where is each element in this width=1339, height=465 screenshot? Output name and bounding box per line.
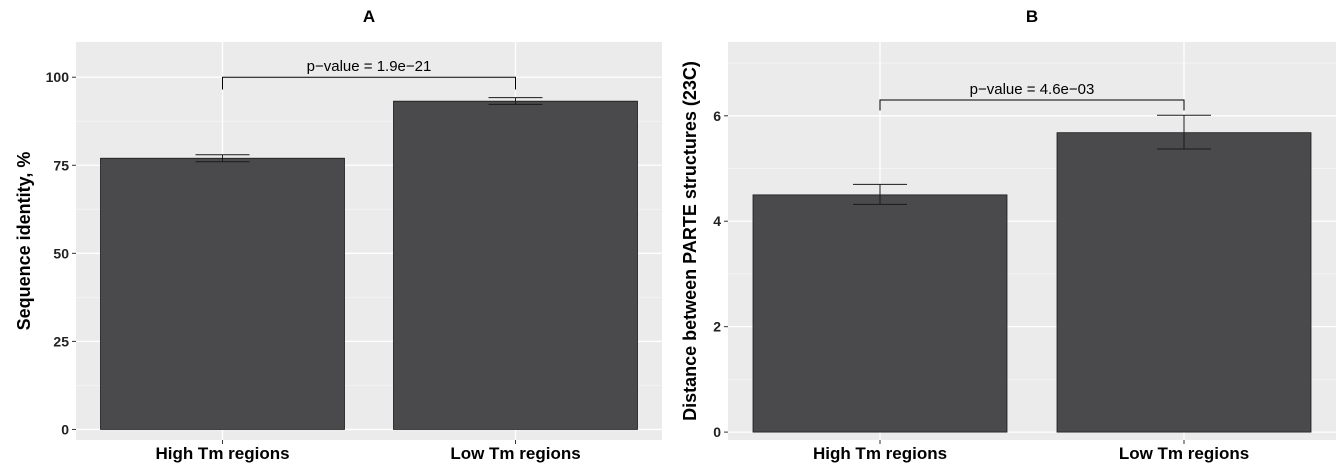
y-tick-label: 0 xyxy=(61,421,69,437)
p-value-annotation: p−value = 4.6e−03 xyxy=(970,81,1095,98)
bar-high-tm-regions xyxy=(752,194,1008,433)
p-value-annotation: p−value = 1.9e−21 xyxy=(307,58,432,75)
y-tick-label: 2 xyxy=(713,319,721,335)
y-axis-label: Sequence identity, % xyxy=(14,152,34,331)
y-tick-label: 4 xyxy=(713,213,721,229)
bar-low-tm-regions xyxy=(1056,132,1312,433)
bar-high-tm-regions xyxy=(100,157,345,430)
significance-bracket xyxy=(222,76,516,90)
panel-A: p−value = 1.9e−21 0 25 50 75 100 High Tm regio… xyxy=(14,7,662,463)
y-tick-label: 0 xyxy=(713,424,721,440)
x-tick-label: High Tm regions xyxy=(155,444,289,463)
y-tick-label: 75 xyxy=(53,157,69,173)
y-axis-label: Distance between PARTE structures (23C) xyxy=(680,61,700,421)
y-tick-label: 50 xyxy=(53,245,69,261)
panel-title: B xyxy=(1026,7,1038,26)
bar-low-tm-regions xyxy=(393,100,638,430)
y-tick-label: 100 xyxy=(46,69,70,85)
panel-B: p−value = 4.6e−03 0 2 4 6 High Tm regions Low … xyxy=(680,7,1336,463)
y-tick-label: 6 xyxy=(713,108,721,124)
significance-bracket xyxy=(879,99,1185,111)
panel-title: A xyxy=(363,7,375,26)
x-tick-label: Low Tm regions xyxy=(450,444,580,463)
x-tick-label: Low Tm regions xyxy=(1119,444,1249,463)
x-tick-label: High Tm regions xyxy=(813,444,947,463)
y-tick-label: 25 xyxy=(53,333,69,349)
